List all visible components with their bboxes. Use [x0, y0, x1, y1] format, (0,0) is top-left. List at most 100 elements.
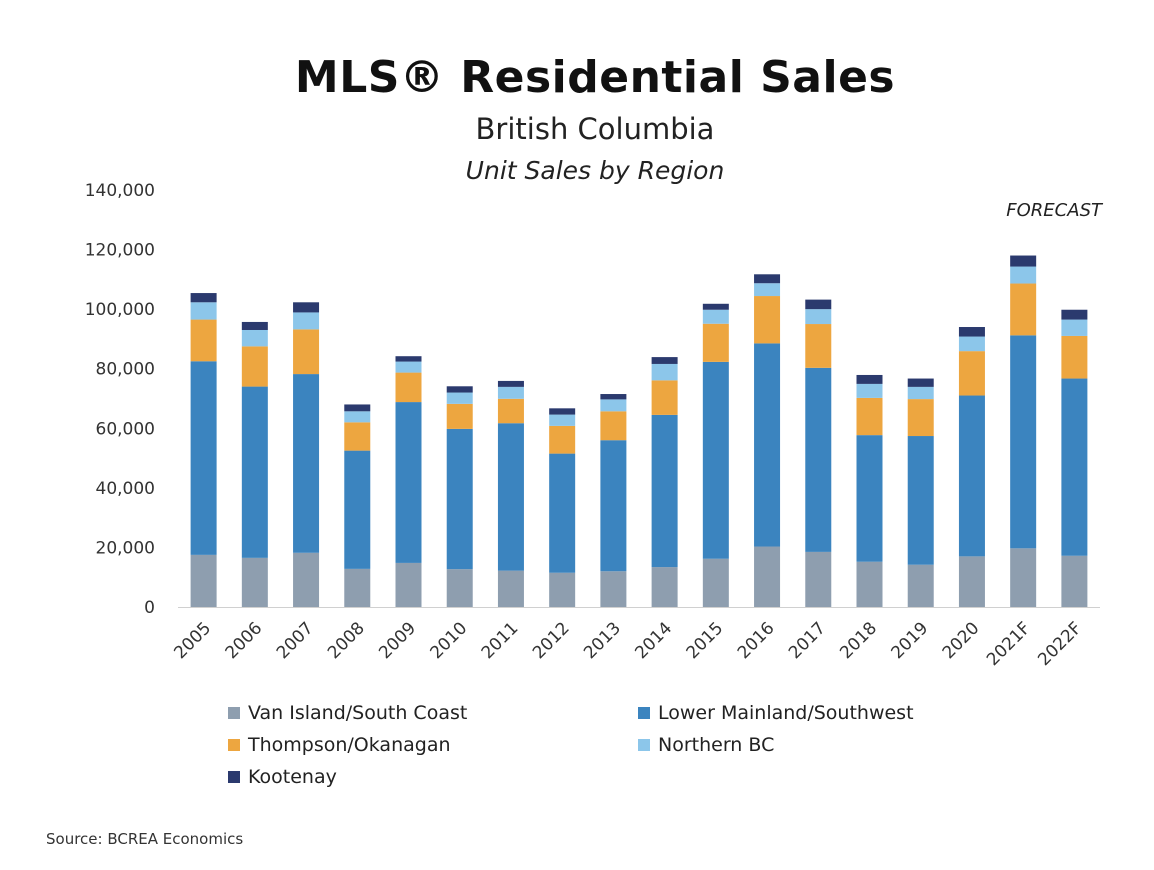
bar-van-island-south-coast: [549, 572, 576, 607]
x-tick-label: 2005: [170, 618, 215, 663]
bar-van-island-south-coast: [907, 564, 934, 607]
bar-thompson-okanagan: [907, 399, 934, 437]
bar-northern-bc: [907, 386, 934, 400]
bar-thompson-okanagan: [190, 319, 217, 362]
x-tick-label: 2014: [631, 618, 676, 663]
bar-van-island-south-coast: [344, 568, 371, 607]
bar-lower-mainland-southwest: [190, 361, 217, 555]
bar-van-island-south-coast: [958, 556, 985, 607]
bar-thompson-okanagan: [549, 425, 576, 454]
x-tick-label: 2009: [375, 618, 420, 663]
chart-title: MLS® Residential Sales: [294, 52, 896, 103]
bar-northern-bc: [190, 302, 217, 320]
bar-thompson-okanagan: [754, 296, 781, 344]
x-tick-label: 2010: [427, 618, 472, 663]
forecast-label: FORECAST: [1006, 200, 1102, 221]
bar-northern-bc: [805, 309, 832, 325]
y-tick-label: 40,000: [96, 479, 155, 499]
bar-lower-mainland-southwest: [600, 440, 627, 572]
bar-van-island-south-coast: [1010, 548, 1037, 607]
y-tick-label: 60,000: [96, 419, 155, 439]
x-tick-label: 2006: [222, 618, 267, 663]
legend-label: Van Island/South Coast: [248, 702, 468, 724]
bar-lower-mainland-southwest: [702, 361, 729, 559]
bar-northern-bc: [754, 283, 781, 297]
bar-kootenay: [497, 380, 524, 387]
x-tick-label: 2016: [734, 618, 779, 663]
x-tick-label: 2008: [324, 618, 369, 663]
bar-northern-bc: [395, 361, 422, 373]
bar-lower-mainland-southwest: [549, 453, 576, 573]
bar-lower-mainland-southwest: [395, 402, 422, 563]
bar-kootenay: [446, 386, 473, 393]
y-tick-label: 140,000: [85, 181, 155, 201]
bar-van-island-south-coast: [241, 557, 268, 607]
bar-van-island-south-coast: [446, 569, 473, 607]
x-tick-label: 2007: [273, 618, 318, 663]
legend-item: Thompson/Okanagan: [228, 734, 638, 756]
bar-van-island-south-coast: [600, 571, 627, 607]
x-tick-label: 2013: [580, 618, 625, 663]
bar-lower-mainland-southwest: [805, 367, 832, 552]
bar-van-island-south-coast: [1061, 555, 1088, 607]
bar-thompson-okanagan: [497, 398, 524, 424]
chart-subtitle-units: Unit Sales by Region: [465, 156, 725, 185]
bar-van-island-south-coast: [395, 562, 422, 607]
legend-item: Lower Mainland/Southwest: [638, 702, 988, 724]
bar-kootenay: [241, 321, 268, 330]
bar-kootenay: [958, 327, 985, 337]
x-tick-label: 2020: [939, 618, 984, 663]
chart-subtitle: British Columbia: [475, 112, 715, 146]
x-tick-label: 2011: [478, 618, 523, 663]
bar-kootenay: [293, 302, 320, 313]
x-tick-label: 2019: [888, 618, 933, 663]
chart-legend: Van Island/South Coast Lower Mainland/Sou…: [228, 702, 988, 788]
legend-label: Kootenay: [248, 766, 337, 788]
bar-northern-bc: [1061, 319, 1088, 336]
x-tick-label: 2017: [785, 618, 830, 663]
bar-northern-bc: [293, 312, 320, 330]
bar-van-island-south-coast: [856, 561, 883, 607]
bar-lower-mainland-southwest: [856, 435, 883, 562]
x-tick-label: 2015: [683, 618, 728, 663]
bar-northern-bc: [344, 411, 371, 423]
x-tick-label: 2012: [529, 618, 574, 663]
legend-label: Northern BC: [658, 734, 775, 756]
bar-northern-bc: [702, 309, 729, 324]
bar-northern-bc: [651, 363, 678, 381]
legend-swatch: [638, 707, 650, 719]
bar-lower-mainland-southwest: [241, 386, 268, 558]
bar-kootenay: [549, 408, 576, 415]
x-tick-label: 2018: [836, 618, 881, 663]
bar-kootenay: [907, 378, 934, 387]
bar-van-island-south-coast: [190, 554, 217, 607]
legend-item: Van Island/South Coast: [228, 702, 638, 724]
bar-thompson-okanagan: [856, 397, 883, 436]
bar-northern-bc: [549, 414, 576, 426]
y-tick-label: 120,000: [85, 241, 155, 261]
legend-item: Kootenay: [228, 766, 638, 788]
bar-lower-mainland-southwest: [907, 436, 934, 565]
bar-kootenay: [1010, 255, 1037, 267]
bar-lower-mainland-southwest: [1010, 335, 1037, 549]
y-tick-label: 80,000: [96, 360, 155, 380]
y-tick-label: 0: [144, 598, 155, 618]
bar-kootenay: [702, 303, 729, 310]
bar-kootenay: [856, 374, 883, 384]
bar-van-island-south-coast: [805, 551, 832, 607]
bar-thompson-okanagan: [293, 329, 320, 375]
source-note: Source: BCREA Economics: [46, 830, 244, 848]
legend-swatch: [228, 707, 240, 719]
bar-thompson-okanagan: [446, 403, 473, 429]
bar-kootenay: [651, 357, 678, 364]
bar-van-island-south-coast: [702, 558, 729, 607]
bar-lower-mainland-southwest: [1061, 378, 1088, 556]
legend-item: Northern BC: [638, 734, 988, 756]
bar-lower-mainland-southwest: [497, 423, 524, 571]
bar-thompson-okanagan: [600, 411, 627, 441]
bar-northern-bc: [958, 336, 985, 352]
bar-kootenay: [805, 299, 832, 310]
bar-thompson-okanagan: [702, 323, 729, 362]
bar-lower-mainland-southwest: [446, 428, 473, 570]
bar-thompson-okanagan: [395, 372, 422, 403]
